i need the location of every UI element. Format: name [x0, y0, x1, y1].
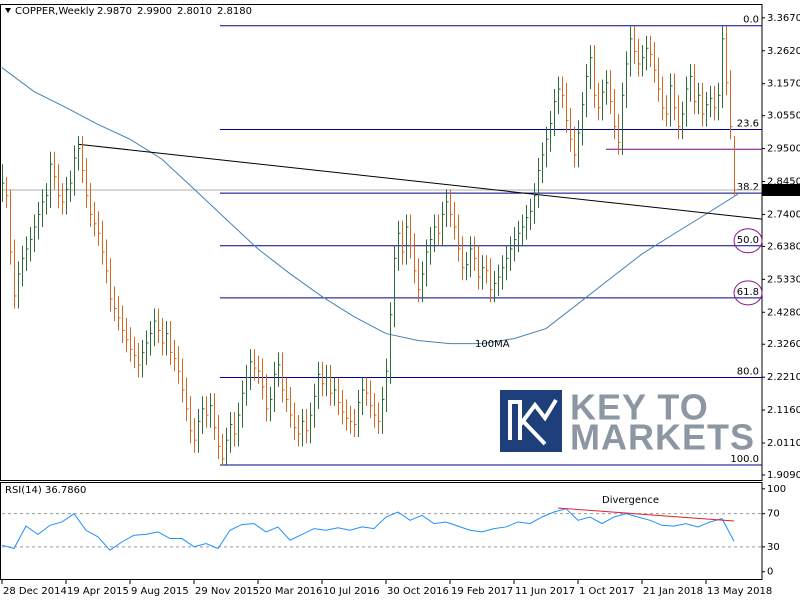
- x-tick-label: 20 Mar 2016: [259, 586, 322, 597]
- y-tick-label: 70: [767, 509, 780, 520]
- fib-label: 38.2: [737, 182, 759, 193]
- logo-arrow: [518, 398, 558, 427]
- price-label-bg: [762, 183, 800, 196]
- y-tick-label: 0: [767, 567, 773, 578]
- ohlc-readout: 2.8010: [177, 6, 212, 17]
- x-tick-label: 9 Aug 2015: [131, 586, 189, 597]
- fib-label: 61.8: [737, 287, 759, 298]
- x-tick-label: 11 Jun 2017: [515, 586, 575, 597]
- ohlc-readout: 2.9870: [97, 6, 132, 17]
- price-label: 2.8180: [764, 185, 799, 196]
- y-tick-label: 1.9090: [767, 470, 800, 481]
- y-tick-label: 2.0110: [767, 438, 800, 449]
- x-tick-label: 29 Nov 2015: [195, 586, 259, 597]
- ohlc-readout: 2.9900: [137, 6, 172, 17]
- x-tick-label: 19 Apr 2015: [67, 586, 129, 597]
- divergence-label: Divergence: [602, 495, 659, 506]
- highlight-circle: [733, 280, 763, 306]
- y-tick-label: 3.3670: [767, 13, 800, 24]
- fib-label: 0.0: [743, 15, 759, 26]
- moving-average: [1, 67, 739, 345]
- y-tick-label: 2.5330: [767, 274, 800, 285]
- y-tick-label: 3.2620: [767, 46, 800, 57]
- y-tick-label: 2.1160: [767, 405, 800, 416]
- y-tick-label: 2.9500: [767, 144, 800, 155]
- x-tick-label: 19 Feb 2017: [451, 586, 513, 597]
- x-tick-label: 28 Dec 2014: [3, 586, 67, 597]
- y-tick-label: 30: [767, 542, 780, 553]
- ohlc-readout: 2.8180: [217, 6, 252, 17]
- y-tick-label: 2.7400: [767, 209, 800, 220]
- fib-label: 80.0: [737, 366, 759, 377]
- y-tick-label: 3.0550: [767, 111, 800, 122]
- rsi-line: [1, 508, 735, 551]
- y-tick-label: 2.4280: [767, 307, 800, 318]
- rsi-title: RSI(14) 36.7860: [5, 485, 86, 496]
- y-tick-label: 3.1570: [767, 79, 800, 90]
- x-tick-label: 21 Jan 2018: [643, 586, 703, 597]
- y-tick-label: 100: [767, 484, 786, 495]
- logo-k: [508, 400, 522, 440]
- trendline: [77, 143, 763, 220]
- y-tick-label: 2.3260: [767, 339, 800, 350]
- menu-triangle: [5, 8, 11, 13]
- watermark-line: KEY TO: [570, 387, 709, 428]
- x-tick-label: 30 Oct 2016: [387, 586, 449, 597]
- logo-k-leg: [520, 418, 547, 446]
- ma-label: 100MA: [475, 339, 510, 350]
- fib-label: 23.6: [737, 118, 759, 129]
- divergence-line: [557, 507, 735, 522]
- y-tick-label: 2.6380: [767, 241, 800, 252]
- y-tick-label: 2.8450: [767, 177, 800, 188]
- x-tick-label: 1 Oct 2017: [579, 586, 634, 597]
- x-tick-label: 10 Jul 2016: [323, 586, 380, 597]
- rsi-panel-frame: [0, 482, 763, 580]
- x-tick-label: 13 May 2018: [707, 586, 772, 597]
- y-tick-label: 2.2210: [767, 372, 800, 383]
- fib-label: 100.0: [730, 454, 759, 465]
- symbol-title: COPPER,Weekly: [15, 6, 95, 17]
- highlight-circle: [733, 228, 763, 254]
- watermark-line: MARKETS: [570, 417, 755, 458]
- watermark-logo: KEY TO MARKETS: [500, 387, 755, 458]
- fib-label: 50.0: [737, 235, 759, 246]
